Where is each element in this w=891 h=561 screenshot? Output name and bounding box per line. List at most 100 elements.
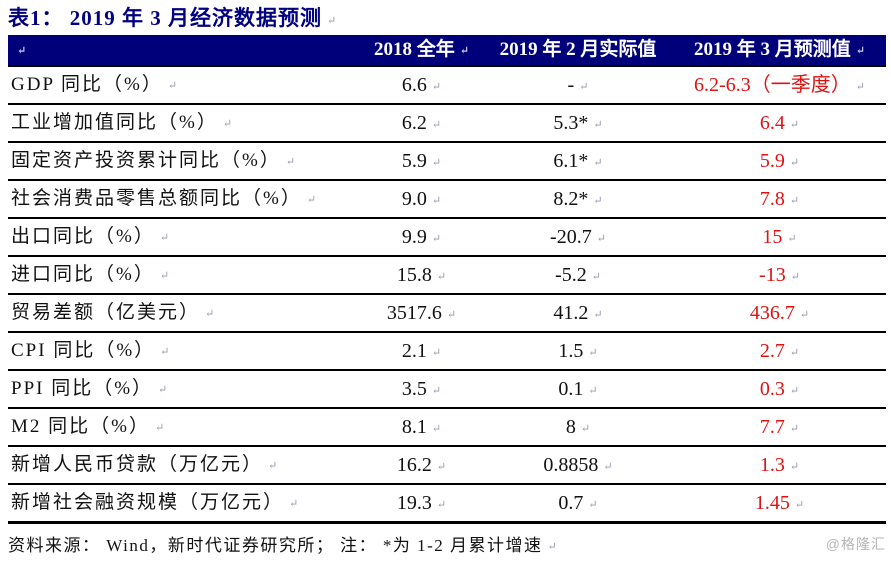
cell-feb-2019-actual: -5.2 ↵ (555, 264, 601, 286)
cell-2018-full-year: 9.9 ↵ (401, 226, 442, 248)
table-row: 出口同比（%） ↵ 9.9 ↵ -20.7 ↵ 15 ↵ (8, 219, 886, 257)
paragraph-mark-icon: ↵ (159, 232, 172, 244)
cell-2018-full-year: 16.2 ↵ (396, 454, 447, 476)
paragraph-mark-icon: ↵ (431, 81, 442, 93)
cell-mar-2019-forecast: -13 ↵ (759, 264, 800, 286)
table-row: 进口同比（%） ↵ 15.8 ↵ -5.2 ↵ -13 ↵ (8, 257, 886, 295)
paragraph-mark-icon: ↵ (158, 384, 170, 396)
paragraph-mark-icon: ↵ (579, 81, 589, 93)
cell-feb-2019-actual: 8 ↵ (565, 416, 591, 438)
paragraph-mark-icon: ↵ (593, 157, 603, 169)
header-cell-empty: ↵ (8, 35, 360, 66)
watermark: @格隆汇 (825, 536, 886, 552)
paragraph-mark-icon: ↵ (327, 15, 337, 27)
row-label: 新增人民币贷款（万亿元） ↵ (11, 454, 280, 475)
paragraph-mark-icon: ↵ (789, 461, 800, 473)
paragraph-mark-icon: ↵ (436, 499, 447, 511)
paragraph-mark-icon: ↵ (588, 499, 598, 511)
cell-feb-2019-actual: 1.5 ↵ (558, 340, 598, 362)
paragraph-mark-icon: ↵ (588, 347, 598, 359)
cell-feb-2019-actual: 6.1* ↵ (553, 150, 603, 172)
cell-2018-full-year: 9.0 ↵ (401, 188, 442, 210)
paragraph-mark-icon: ↵ (459, 45, 469, 57)
paragraph-mark-icon: ↵ (789, 385, 800, 397)
paragraph-mark-icon: ↵ (789, 347, 800, 359)
paragraph-mark-icon: ↵ (431, 195, 442, 207)
paragraph-mark-icon: ↵ (547, 541, 559, 553)
paragraph-mark-icon: ↵ (580, 423, 591, 435)
paragraph-mark-icon: ↵ (789, 157, 800, 169)
paragraph-mark-icon: ↵ (446, 309, 457, 321)
table-row: 固定资产投资累计同比（%） ↵ 5.9 ↵ 6.1* ↵ 5.9 ↵ (8, 143, 886, 181)
cell-2018-full-year: 19.3 ↵ (396, 492, 447, 514)
paragraph-mark-icon: ↵ (588, 385, 598, 397)
paragraph-mark-icon: ↵ (17, 45, 27, 57)
cell-2018-full-year: 8.1 ↵ (401, 416, 442, 438)
cell-feb-2019-actual: 8.2* ↵ (553, 188, 603, 210)
paragraph-mark-icon: ↵ (431, 385, 442, 397)
paragraph-mark-icon: ↵ (789, 195, 800, 207)
economic-forecast-table: ↵ 2018 全年 ↵ 2019 年 2 月实际值 2019 年 3 月预测值 ↵ … (8, 35, 886, 524)
cell-mar-2019-forecast: 15 ↵ (762, 226, 797, 248)
cell-mar-2019-forecast: 7.8 ↵ (759, 188, 800, 210)
cell-2018-full-year: 5.9 ↵ (401, 150, 442, 172)
paragraph-mark-icon: ↵ (593, 119, 603, 131)
cell-mar-2019-forecast: 7.7 ↵ (759, 416, 800, 438)
paragraph-mark-icon: ↵ (790, 271, 800, 283)
table-title-row: 表1： 2019 年 3 月经济数据预测 ↵ (8, 6, 891, 30)
cell-mar-2019-forecast: 436.7 ↵ (749, 302, 810, 324)
table-body: GDP 同比（%） ↵ 6.6 ↵ - ↵ 6.2-6.3（一季度） ↵ 工业增加值同比（%） ↵… (8, 67, 886, 524)
paragraph-mark-icon: ↵ (431, 423, 442, 435)
paragraph-mark-icon: ↵ (268, 460, 280, 472)
table-row: 贸易差额（亿美元） ↵ 3517.6 ↵ 41.2 ↵ 436.7 ↵ (8, 295, 886, 333)
paragraph-mark-icon: ↵ (789, 119, 800, 131)
paragraph-mark-icon: ↵ (593, 309, 603, 321)
paragraph-mark-icon: ↵ (431, 347, 442, 359)
paragraph-mark-icon: ↵ (603, 461, 613, 473)
cell-mar-2019-forecast: 6.2-6.3（一季度） ↵ (694, 74, 865, 96)
row-label: 固定资产投资累计同比（%） ↵ (11, 150, 298, 171)
cell-mar-2019-forecast: 5.9 ↵ (759, 150, 800, 172)
paragraph-mark-icon: ↵ (205, 308, 217, 320)
cell-2018-full-year: 6.6 ↵ (401, 74, 442, 96)
paragraph-mark-icon: ↵ (431, 233, 442, 245)
table-header-row: ↵ 2018 全年 ↵ 2019 年 2 月实际值 2019 年 3 月预测值 ↵ (8, 35, 886, 67)
row-label: 社会消费品零售总额同比（%） ↵ (11, 188, 319, 209)
row-label: GDP 同比（%） ↵ (11, 74, 180, 95)
cell-feb-2019-actual: 0.1 ↵ (558, 378, 598, 400)
paragraph-mark-icon: ↵ (794, 499, 805, 511)
row-label: 新增社会融资规模（万亿元） ↵ (11, 492, 301, 513)
row-label: 出口同比（%） ↵ (11, 226, 172, 247)
table-row: GDP 同比（%） ↵ 6.6 ↵ - ↵ 6.2-6.3（一季度） ↵ (8, 67, 886, 105)
cell-mar-2019-forecast: 2.7 ↵ (759, 340, 800, 362)
paragraph-mark-icon: ↵ (855, 81, 865, 93)
paragraph-mark-icon: ↵ (431, 157, 442, 169)
cell-2018-full-year: 3517.6 ↵ (386, 302, 457, 324)
source-note: 资料来源： Wind，新时代证券研究所； 注： *为 1-2 月累计增速 ↵ (8, 536, 559, 555)
paragraph-mark-icon: ↵ (591, 271, 601, 283)
cell-feb-2019-actual: 5.3* ↵ (553, 112, 603, 134)
row-label: PPI 同比（%） ↵ (11, 378, 170, 399)
cell-feb-2019-actual: - ↵ (567, 74, 589, 96)
header-cell-mar-2019-forecast: 2019 年 3 月预测值 ↵ (694, 39, 865, 60)
cell-feb-2019-actual: 0.8858 ↵ (543, 454, 613, 476)
cell-2018-full-year: 6.2 ↵ (401, 112, 442, 134)
cell-feb-2019-actual: 41.2 ↵ (553, 302, 603, 324)
table-title: 表1： 2019 年 3 月经济数据预测 (8, 6, 322, 30)
header-cell-feb-2019-actual: 2019 年 2 月实际值 (499, 39, 657, 60)
table-row: 工业增加值同比（%） ↵ 6.2 ↵ 5.3* ↵ 6.4 ↵ (8, 105, 886, 143)
cell-mar-2019-forecast: 1.45 ↵ (754, 492, 805, 514)
paragraph-mark-icon: ↵ (159, 270, 172, 282)
paragraph-mark-icon: ↵ (799, 309, 810, 321)
cell-mar-2019-forecast: 6.4 ↵ (759, 112, 800, 134)
table-row: 新增社会融资规模（万亿元） ↵ 19.3 ↵ 0.7 ↵ 1.45 ↵ (8, 485, 886, 524)
row-label: 进口同比（%） ↵ (11, 264, 172, 285)
paragraph-mark-icon: ↵ (436, 271, 447, 283)
paragraph-mark-icon: ↵ (436, 461, 447, 473)
header-cell-2018-full-year: 2018 全年 ↵ (374, 39, 469, 60)
paragraph-mark-icon: ↵ (789, 423, 800, 435)
table-row: 新增人民币贷款（万亿元） ↵ 16.2 ↵ 0.8858 ↵ 1.3 ↵ (8, 447, 886, 485)
paragraph-mark-icon: ↵ (855, 45, 865, 57)
paragraph-mark-icon: ↵ (289, 498, 301, 510)
